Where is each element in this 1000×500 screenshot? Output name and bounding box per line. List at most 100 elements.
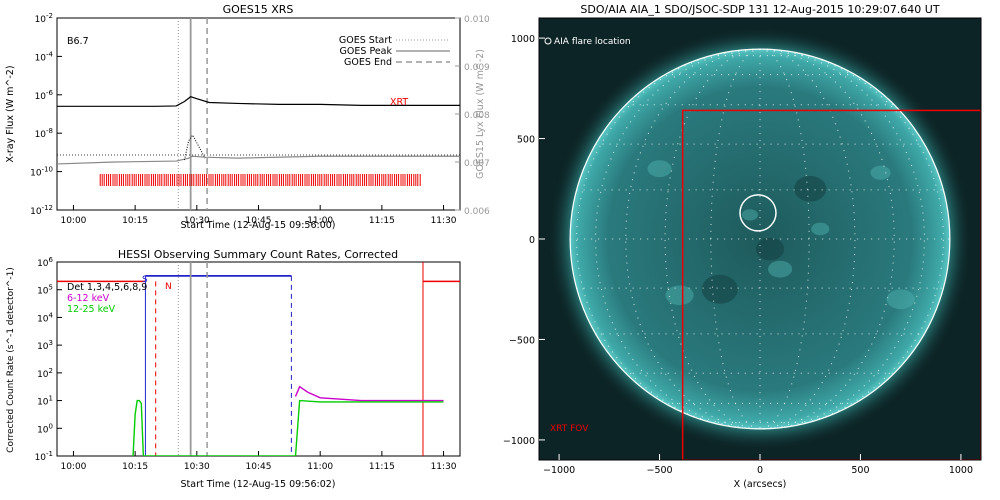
legend-goes-end: GOES End [344, 57, 392, 68]
night-label: N [165, 282, 172, 292]
goes-series-line-0 [57, 96, 460, 107]
aia-x-label: X (arcsecs) [734, 479, 787, 490]
hessi-series-line-1 [132, 399, 444, 456]
goes-y-tick-label: 10-4 [35, 50, 54, 63]
goes-y-ticks-right: 0.010 0.009 0.008 0.007 0.006 [455, 15, 490, 217]
hessi-y-tick-label: 104 [37, 311, 53, 324]
hessi-y-tick-label: 10-1 [35, 450, 53, 463]
legend-goes-peak: GOES Peak [340, 46, 393, 57]
goes-x-label: Start Time (12-Aug-15 09:56:00) [181, 220, 336, 231]
hessi-y-tick-label: 105 [37, 284, 53, 297]
hessi-series-line-0 [294, 385, 444, 402]
bright-region [870, 165, 891, 180]
hessi-x-tick-label: 11:15 [369, 462, 395, 472]
aia-x-tick-label: 1000 [949, 465, 973, 476]
xrt-fov-label: XRT FOV [550, 424, 589, 434]
goes-y-tick-right-label: 0.010 [464, 15, 490, 25]
goes-y-tick-label: 10-12 [30, 204, 53, 217]
aia-title: SDO/AIA AIA_1 SDO/JSOC-SDP 131 12-Aug-20… [580, 3, 939, 16]
hessi-x-tick-label: 10:00 [60, 462, 86, 472]
hessi-y-label: Corrected Count Rate (s^-1 detector^-1) [6, 267, 16, 453]
goes-y-tick-label: 10-10 [30, 166, 53, 179]
legend-12-25-kev: 12-25 keV [67, 304, 116, 315]
hessi-x-tick-label: 11:00 [307, 462, 333, 472]
legend-detectors: Det 1,3,4,5,6,8,9 [67, 282, 147, 293]
xrt-observation-ticks [99, 174, 421, 186]
hessi-series [132, 385, 444, 456]
aia-y-tick-label: −500 [509, 335, 535, 346]
goes-y-tick-label: 10-6 [35, 89, 54, 102]
longitude-line [759, 48, 925, 430]
bright-region [665, 285, 694, 306]
goes-title: GOES15 XRS [223, 3, 294, 16]
goes-class-label: B6.7 [67, 36, 89, 47]
goes-legend: GOES Start GOES Peak GOES End [339, 35, 450, 68]
bright-region [886, 289, 915, 310]
legend-goes-start: GOES Start [339, 35, 392, 46]
legend-6-12-kev: 6-12 keV [67, 293, 110, 304]
goes-series-line-1 [57, 155, 460, 165]
bright-region [741, 209, 758, 221]
dark-region [701, 274, 738, 304]
goes-y-tick-right-label: 0.008 [464, 111, 490, 121]
aia-x-tick-label: 500 [851, 465, 869, 476]
hessi-x-tick-label: 11:30 [431, 462, 457, 472]
heliographic-grid [570, 48, 950, 430]
dark-region [794, 175, 827, 202]
goes-y-tick-right-label: 0.009 [464, 63, 490, 73]
goes-series [57, 96, 460, 165]
solar-features [647, 160, 915, 310]
goes-y-tick-right-label: 0.007 [464, 159, 490, 169]
bright-region [768, 260, 793, 278]
goes-y-tick-label: 10-8 [35, 127, 53, 140]
hessi-title: HESSI Observing Summary Count Rates, Cor… [118, 248, 398, 261]
bright-region [811, 222, 830, 236]
aia-y-tick-label: 0 [529, 235, 535, 246]
aia-y-tick-label: 1000 [511, 34, 535, 45]
goes-x-tick-label: 10:45 [246, 216, 272, 226]
hessi-intervals [57, 262, 460, 456]
aia-panel: SDO/AIA AIA_1 SDO/JSOC-SDP 131 12-Aug-20… [503, 3, 982, 490]
longitude-line [595, 48, 761, 430]
flare-legend-marker [544, 37, 552, 45]
goes-y-label-right: GOES15 Lyx Flux (W m^-2) [475, 49, 486, 179]
goes-x-tick-label: 11:30 [431, 216, 457, 226]
hessi-y-tick-label: 100 [37, 422, 53, 435]
xrt-fov-box [681, 109, 981, 460]
hessi-y-ticks: 106 105 104 103 102 101 100 10-1 [35, 256, 62, 463]
aia-y-tick-label: −1000 [503, 436, 535, 447]
solar-limb [569, 48, 951, 430]
aia-y-tick-label: 500 [517, 135, 535, 146]
xrt-label: XRT [390, 97, 408, 108]
goes-panel: GOES15 XRS 10-2 10-4 10-6 10-8 10-10 10-12 0.… [5, 3, 490, 231]
goes-y-ticks: 10-2 10-4 10-6 10-8 10-10 10-12 [30, 12, 62, 217]
hessi-y-tick-label: 101 [37, 395, 53, 408]
flare-location-circle [739, 194, 777, 232]
aia-x-tick-label: 0 [757, 465, 763, 476]
dark-region [755, 237, 785, 261]
saa-label: S [142, 275, 148, 285]
hessi-x-tick-label: 10:15 [122, 462, 148, 472]
goes-x-tick-label: 10:00 [60, 216, 86, 226]
hessi-panel: HESSI Observing Summary Count Rates, Cor… [6, 248, 461, 490]
aia-x-tick-label: −500 [646, 465, 672, 476]
goes-x-tick-label: 10:15 [122, 216, 148, 226]
hessi-x-label: Start Time (12-Aug-15 09:56:02) [181, 479, 336, 490]
hessi-x-tick-label: 10:30 [184, 462, 210, 472]
aia-y-ticks: 1000 500 0 −500 −1000 [503, 34, 545, 447]
longitude-line [576, 48, 761, 430]
aia-x-tick-label: −1000 [543, 465, 575, 476]
hessi-x-ticks: 10:00 10:15 10:30 10:45 11:00 11:15 11:30 [60, 451, 457, 472]
aia-x-ticks: −1000 −500 0 500 1000 [543, 454, 973, 476]
longitude-line [759, 48, 944, 430]
bright-region [647, 160, 672, 178]
goes-x-tick-label: 11:00 [307, 216, 333, 226]
flare-location-label: AIA flare location [554, 37, 631, 47]
hessi-y-tick-label: 103 [37, 339, 53, 352]
goes-x-ticks: 10:00 10:15 10:30 10:45 11:00 11:15 11:30 [60, 205, 457, 226]
goes-x-tick-label: 10:30 [184, 216, 210, 226]
goes-series-line-2 [183, 134, 206, 161]
hessi-y-tick-label: 102 [37, 367, 53, 380]
goes-y-tick-right-label: 0.006 [464, 207, 490, 217]
